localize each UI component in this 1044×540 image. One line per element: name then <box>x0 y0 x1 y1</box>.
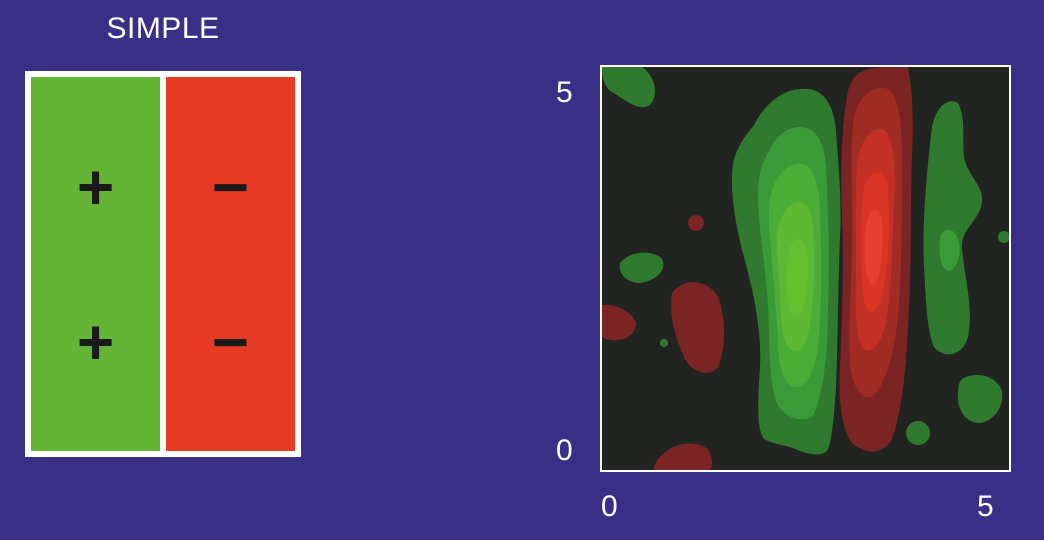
receptive-field-plot-area <box>602 67 1009 470</box>
plus-sign: + <box>76 306 115 378</box>
on-subregion: + + <box>31 77 160 451</box>
plus-sign: + <box>76 151 115 223</box>
simple-cell-schematic: + + − − <box>25 71 301 457</box>
off-subregion-contours <box>839 67 913 452</box>
off-subregion: − − <box>166 77 295 451</box>
minus-sign: − <box>211 306 250 378</box>
noise-blobs <box>602 67 1009 470</box>
on-flank-contours <box>923 101 983 355</box>
schematic-title: SIMPLE <box>106 12 220 45</box>
minus-sign: − <box>211 151 250 223</box>
x-tick-label-min: 0 <box>601 490 618 523</box>
receptive-field-contours <box>602 67 1009 470</box>
y-tick-label-min: 0 <box>556 434 573 467</box>
on-subregion-contours <box>731 88 841 455</box>
x-tick-label-max: 5 <box>977 490 994 523</box>
receptive-field-map <box>600 65 1011 472</box>
y-tick-label-max: 5 <box>556 76 573 109</box>
